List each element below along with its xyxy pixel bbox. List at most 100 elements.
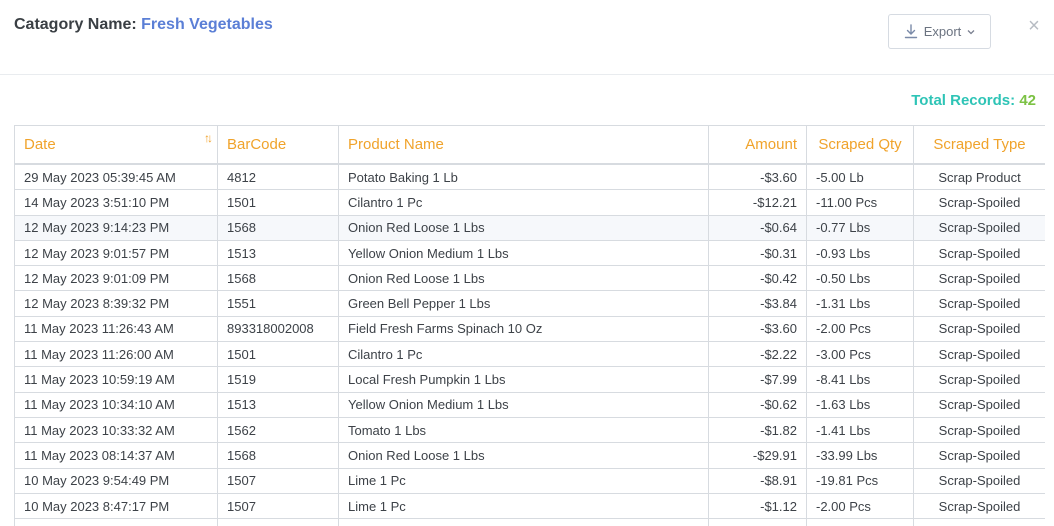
chevron-down-icon	[967, 29, 975, 35]
cell-product-name: Lime 1 Pc	[338, 492, 709, 520]
column-header-scraped-type[interactable]: Scraped Type	[913, 125, 1045, 165]
cell-date: 12 May 2023 8:39:32 PM	[14, 290, 218, 317]
close-icon[interactable]: ×	[1028, 15, 1040, 37]
cell-date: 11 May 2023 11:26:43 AM	[14, 315, 218, 343]
table-row[interactable]: 11 May 2023 10:59:19 AM 1519 Local Fresh P…	[14, 366, 1045, 393]
page-title: Catagory Name: Fresh Vegetables	[14, 16, 273, 34]
cell-amount: -$3.60	[708, 315, 807, 343]
cell-barcode: 1519	[217, 366, 339, 393]
cell-amount: -$0.31	[708, 239, 807, 267]
cell-amount: -$3.60	[708, 163, 807, 191]
records-table-container[interactable]: Date ↑↓ BarCode Product Name Amount Scra…	[14, 125, 1045, 526]
cell-barcode: 1501	[217, 341, 339, 368]
column-header-date[interactable]: Date ↑↓	[14, 125, 218, 165]
column-header-product-name[interactable]: Product Name	[338, 125, 709, 165]
cell-scraped-type: Scrap-Spoiled	[913, 492, 1045, 520]
cell-amount: -$8.91	[708, 467, 807, 494]
cell-scraped-type: Scrap-Spoiled	[913, 341, 1045, 368]
table-row[interactable]: 11 May 2023 10:33:32 AM 1562 Tomato 1 Lbs -…	[14, 416, 1045, 444]
cell-scraped-qty: -2.00 Pcs	[806, 492, 914, 520]
cell-scraped-type: Scrap-Spoiled	[913, 290, 1045, 317]
cell-product-name: Onion Red Loose 1 Lbs	[338, 214, 709, 241]
category-label: Catagory Name:	[14, 16, 137, 33]
column-header-barcode[interactable]: BarCode	[217, 125, 339, 165]
cell-scraped-type: Scrap-Spoiled	[913, 416, 1045, 444]
cell-scraped-qty: -0.93 Lbs	[806, 239, 914, 267]
table-row[interactable]: 12 May 2023 9:14:23 PM 1568 Onion Red Loos…	[14, 214, 1045, 241]
table-row[interactable]: 11 May 2023 08:14:37 AM 1568 Onion Red Loo…	[14, 442, 1045, 469]
table-row[interactable]: 11 May 2023 10:34:10 AM 1513 Yellow Onion …	[14, 391, 1045, 418]
cell-barcode: 1568	[217, 214, 339, 241]
cell-amount: -$3.84	[708, 290, 807, 317]
column-header-scraped-qty[interactable]: Scraped Qty	[806, 125, 914, 165]
cell-date: 11 May 2023 11:26:00 AM	[14, 341, 218, 368]
cell-scraped-type: Scrap-Spoiled	[913, 467, 1045, 494]
table-row[interactable]: 12 May 2023 9:01:09 PM 1568 Onion Red Loos…	[14, 265, 1045, 292]
cell-scraped-type: Scrap-Spoiled	[913, 315, 1045, 343]
table-row[interactable]: 12 May 2023 8:39:32 PM 1551 Green Bell Pep…	[14, 290, 1045, 317]
total-records: Total Records: 42	[911, 92, 1036, 109]
cell-scraped-type: Scrap Product	[913, 163, 1045, 191]
cell-scraped-qty: -11.00 Pcs	[806, 189, 914, 216]
cell-amount: -$0.64	[708, 214, 807, 241]
cell-amount: -$2.55	[708, 518, 807, 526]
cell-product-name: Potato Baking 1 Lb	[338, 163, 709, 191]
cell-amount: -$1.12	[708, 492, 807, 520]
cell-amount: -$1.82	[708, 416, 807, 444]
cell-scraped-qty: -2.00 Pcs	[806, 315, 914, 343]
column-header-amount[interactable]: Amount	[708, 125, 807, 165]
cell-date: 29 May 2023 05:39:45 AM	[14, 163, 218, 191]
cell-date: 10 May 2023 8:47:17 PM	[14, 492, 218, 520]
table-row[interactable]: 12 May 2023 9:01:57 PM 1513 Yellow Onion M…	[14, 239, 1045, 267]
cell-amount: -$0.42	[708, 265, 807, 292]
modal-header: Catagory Name: Fresh Vegetables Export ×	[0, 0, 1054, 75]
cell-scraped-type: Scrap-Spoiled	[913, 239, 1045, 267]
table-row[interactable]: 10 May 2023 8:47:17 PM 1507 Lime 1 Pc -$1.1…	[14, 492, 1045, 520]
cell-product-name: Cilantro 1 Pc	[338, 189, 709, 216]
export-button[interactable]: Export	[888, 14, 991, 49]
cell-barcode: 1513	[217, 239, 339, 267]
table-row[interactable]: 11 May 2023 11:26:00 AM 1501 Cilantro 1 Pc…	[14, 341, 1045, 368]
cell-product-name: Tomato 1 Lbs	[338, 416, 709, 444]
cell-product-name: Green Bell Pepper 1 Lbs	[338, 290, 709, 317]
cell-product-name: Green Bell Pepper 1 Lbs	[338, 518, 709, 526]
cell-date: 11 May 2023 10:59:19 AM	[14, 366, 218, 393]
cell-amount: -$29.91	[708, 442, 807, 469]
category-value: Fresh Vegetables	[141, 16, 273, 33]
cell-scraped-qty: -5.00 Lb	[806, 163, 914, 191]
table-row[interactable]: 29 May 2023 05:39:45 AM 4812 Potato Baking…	[14, 163, 1045, 191]
cell-scraped-qty: -0.87 Lbs	[806, 518, 914, 526]
cell-scraped-qty: -0.77 Lbs	[806, 214, 914, 241]
cell-amount: -$12.21	[708, 189, 807, 216]
cell-product-name: Lime 1 Pc	[338, 467, 709, 494]
cell-product-name: Cilantro 1 Pc	[338, 341, 709, 368]
cell-date: 12 May 2023 9:01:09 PM	[14, 265, 218, 292]
table-body: 29 May 2023 05:39:45 AM 4812 Potato Baking…	[14, 163, 1045, 526]
table-row[interactable]: 11 May 2023 11:26:43 AM 893318002008 Field…	[14, 315, 1045, 343]
download-icon	[904, 23, 918, 40]
table-row[interactable]: 10 May 2023 9:54:49 PM 1507 Lime 1 Pc -$8.9…	[14, 467, 1045, 494]
cell-barcode: 1507	[217, 467, 339, 494]
cell-date: 12 May 2023 9:14:23 PM	[14, 214, 218, 241]
cell-barcode: 4812	[217, 163, 339, 191]
cell-amount: -$7.99	[708, 366, 807, 393]
cell-scraped-qty: -1.31 Lbs	[806, 290, 914, 317]
cell-scraped-type: Scrap-Spoiled	[913, 518, 1045, 526]
cell-date: 10 May 2023 8:46:10 PM	[14, 518, 218, 526]
cell-scraped-type: Scrap-Spoiled	[913, 189, 1045, 216]
cell-barcode: 893318002008	[217, 315, 339, 343]
cell-scraped-qty: -19.81 Pcs	[806, 467, 914, 494]
cell-scraped-qty: -8.41 Lbs	[806, 366, 914, 393]
sort-icon[interactable]: ↑↓	[204, 131, 213, 145]
table-header-row: Date ↑↓ BarCode Product Name Amount Scra…	[14, 125, 1045, 165]
cell-barcode: 1562	[217, 416, 339, 444]
cell-barcode: 1568	[217, 265, 339, 292]
cell-scraped-qty: -3.00 Pcs	[806, 341, 914, 368]
cell-scraped-type: Scrap-Spoiled	[913, 442, 1045, 469]
cell-scraped-qty: -0.50 Lbs	[806, 265, 914, 292]
cell-scraped-type: Scrap-Spoiled	[913, 214, 1045, 241]
cell-scraped-type: Scrap-Spoiled	[913, 391, 1045, 418]
table-row[interactable]: 14 May 2023 3:51:10 PM 1501 Cilantro 1 Pc -…	[14, 189, 1045, 216]
cell-barcode: 1513	[217, 391, 339, 418]
